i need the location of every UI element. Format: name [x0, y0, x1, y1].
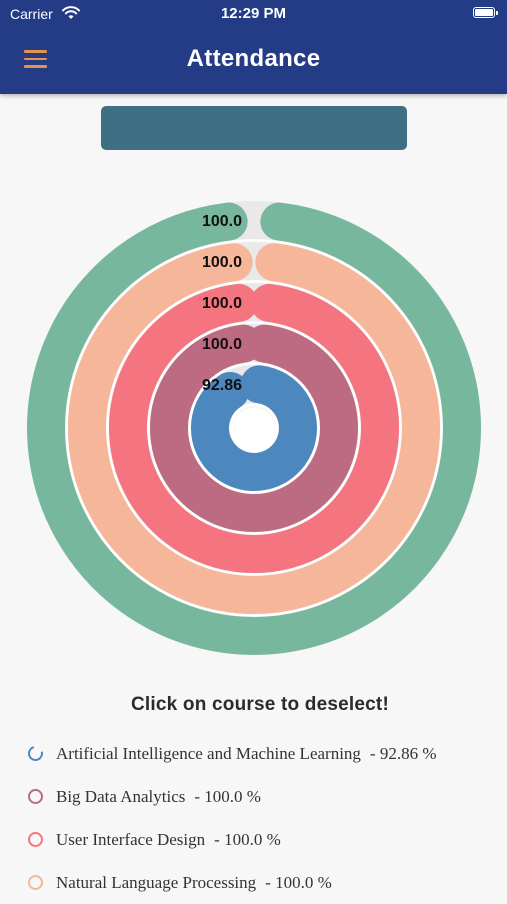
chart-ring-divider-1 [106, 280, 402, 576]
chart-bar-1[interactable] [68, 243, 440, 614]
carrier-label: Carrier [10, 6, 53, 22]
course-selector-bar[interactable] [101, 106, 407, 150]
chart-ring-divider-3 [188, 362, 320, 494]
battery-icon [473, 7, 498, 18]
attendance-radial-chart: 100.0 100.0 100.0 100.0 92.86 [27, 201, 481, 655]
status-bar: Carrier 12:29 PM [0, 0, 507, 28]
chart-center-hole [232, 408, 276, 452]
page-title: Attendance [186, 45, 321, 72]
status-time: 12:29 PM [220, 5, 287, 22]
legend-ring-icon [28, 789, 43, 804]
chart-data-label-1: 100.0 [202, 254, 242, 271]
chart-bar-2[interactable] [109, 283, 399, 573]
legend-percentage: - 100.0 % [194, 786, 261, 806]
legend-course-name: User Interface Design [56, 829, 206, 849]
legend-item[interactable]: Big Data Analytics - 100.0 % [28, 775, 437, 818]
course-legend: Artificial Intelligence and Machine Lear… [25, 732, 437, 904]
legend-ring-icon [25, 743, 46, 764]
app-header: Carrier 12:29 PM Attendance [0, 0, 507, 94]
wifi-icon [62, 6, 80, 19]
chart-data-label-2: 100.0 [202, 295, 242, 312]
legend-course-name: Big Data Analytics [56, 786, 186, 806]
hamburger-menu-icon[interactable] [24, 50, 47, 68]
legend-ring-icon [28, 832, 43, 847]
legend-percentage: - 100.0 % [265, 872, 332, 892]
legend-ring-icon [28, 875, 43, 890]
legend-item[interactable]: Artificial Intelligence and Machine Lear… [25, 732, 437, 775]
chart-data-label-3: 100.0 [202, 336, 242, 353]
chart-data-label-4: 92.86 [202, 377, 242, 394]
legend-course-name: Natural Language Processing [56, 872, 257, 892]
legend-percentage: - 100.0 % [214, 829, 281, 849]
chart-ring-divider-0 [65, 239, 443, 617]
chart-ring-divider-2 [147, 321, 361, 535]
legend-item[interactable]: Natural Language Processing - 100.0 % [28, 861, 437, 904]
legend-percentage: - 92.86 % [369, 743, 437, 763]
chart-bar-3[interactable] [150, 324, 358, 532]
chart-bar-4[interactable] [191, 365, 317, 491]
chart-data-label-0: 100.0 [202, 213, 242, 230]
legend-item[interactable]: User Interface Design - 100.0 % [28, 818, 437, 861]
legend-course-name: Artificial Intelligence and Machine Lear… [56, 743, 361, 763]
deselect-hint: Click on course to deselect! [131, 694, 389, 715]
chart-bar-0[interactable] [27, 202, 481, 655]
